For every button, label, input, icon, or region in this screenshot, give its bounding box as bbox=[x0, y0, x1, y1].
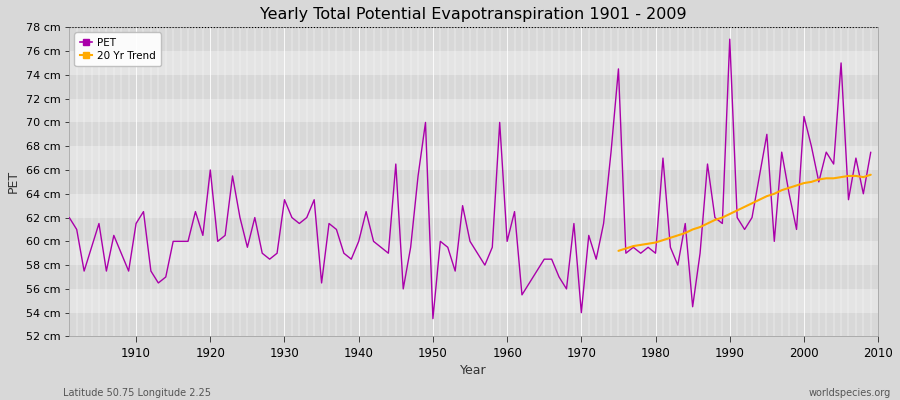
Bar bbox=[69, 99, 878, 122]
Legend: PET, 20 Yr Trend: PET, 20 Yr Trend bbox=[75, 32, 161, 66]
Bar bbox=[69, 170, 878, 194]
Text: worldspecies.org: worldspecies.org bbox=[809, 388, 891, 398]
Bar bbox=[69, 122, 878, 146]
Bar bbox=[69, 27, 878, 51]
Bar bbox=[69, 146, 878, 170]
Bar bbox=[69, 194, 878, 218]
X-axis label: Year: Year bbox=[461, 364, 487, 377]
Bar bbox=[69, 218, 878, 241]
Bar bbox=[69, 265, 878, 289]
Bar bbox=[69, 75, 878, 99]
Y-axis label: PET: PET bbox=[7, 170, 20, 194]
Bar bbox=[69, 51, 878, 75]
Bar bbox=[69, 289, 878, 313]
Title: Yearly Total Potential Evapotranspiration 1901 - 2009: Yearly Total Potential Evapotranspiratio… bbox=[260, 7, 687, 22]
Text: Latitude 50.75 Longitude 2.25: Latitude 50.75 Longitude 2.25 bbox=[63, 388, 211, 398]
Bar bbox=[69, 313, 878, 336]
Bar bbox=[69, 241, 878, 265]
